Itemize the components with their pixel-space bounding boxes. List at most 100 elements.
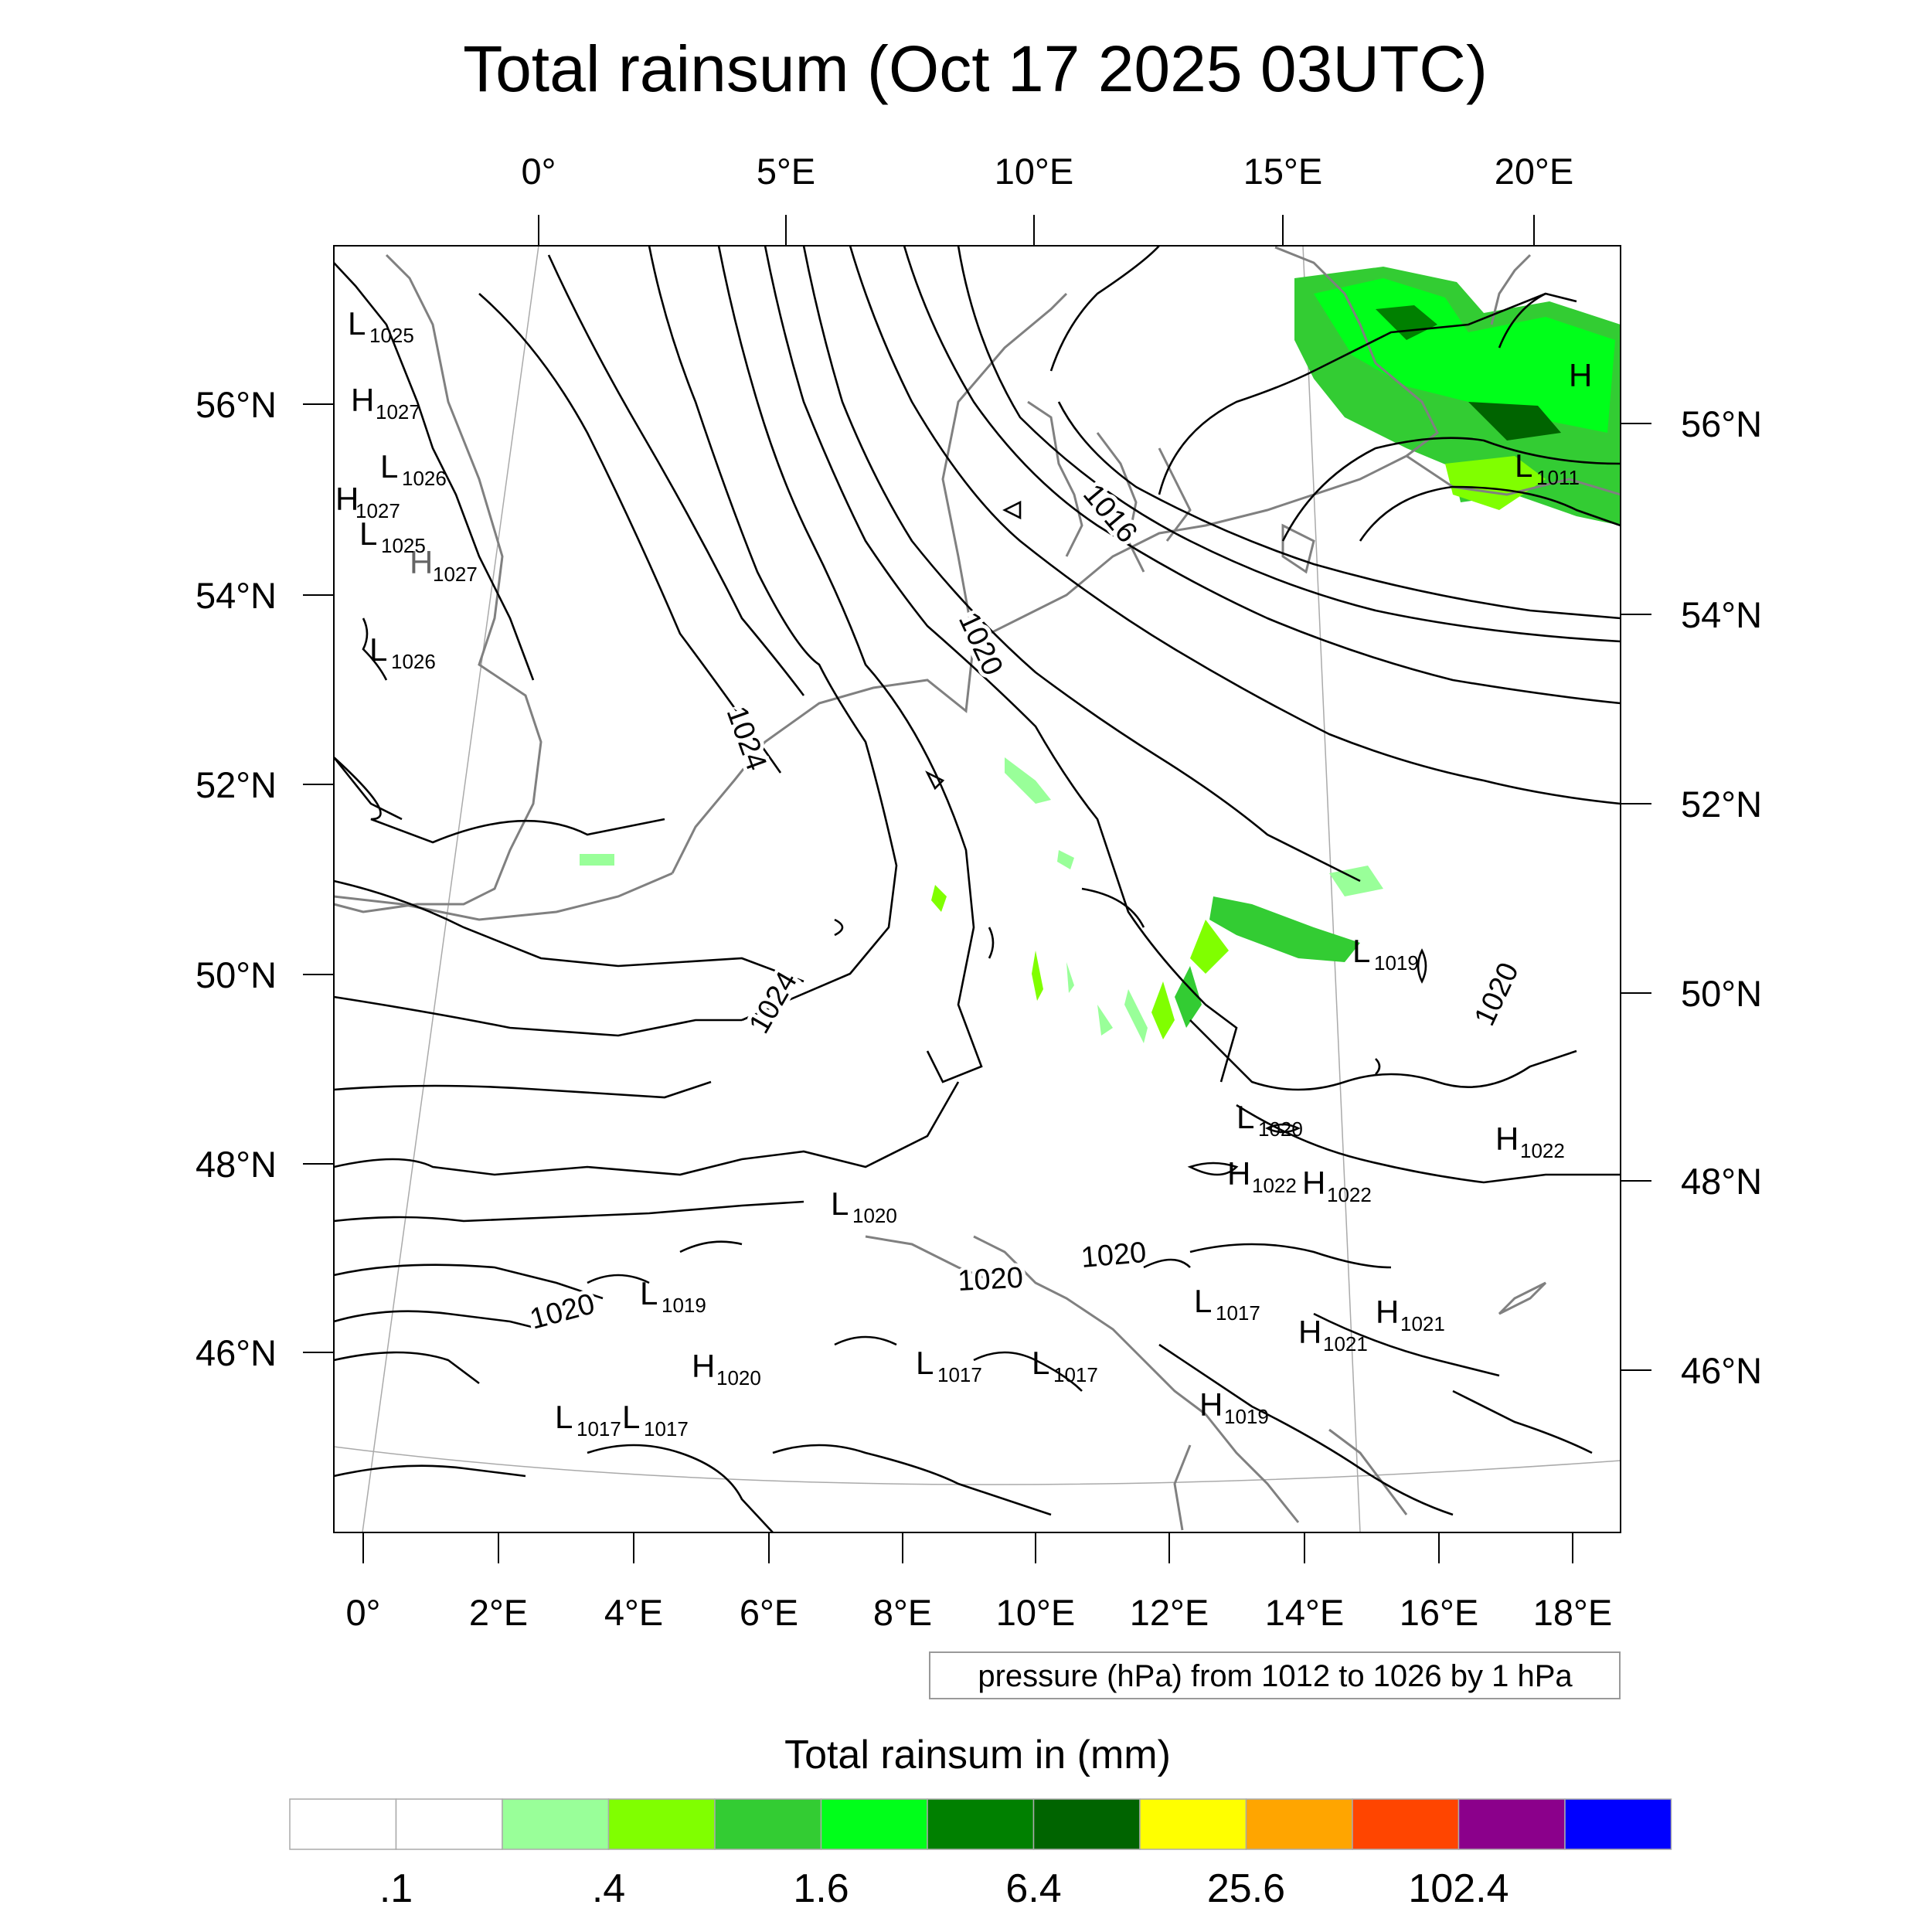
right-axis-label: 54°N [1681, 594, 1762, 635]
right-axis-labels: 56°N 54°N 52°N 50°N 48°N 46°N [1681, 403, 1762, 1391]
left-axis-label: 54°N [196, 575, 277, 616]
svg-text:1022: 1022 [1327, 1183, 1372, 1206]
svg-text:1025: 1025 [381, 534, 426, 557]
colorbar-label: .4 [592, 1866, 625, 1911]
svg-text:H: H [1569, 357, 1592, 393]
colorbar-label: 1.6 [793, 1866, 849, 1911]
colorbar-box [502, 1798, 610, 1850]
map-area: 1024 1020 1016 1024 1020 1020 1020 1020 … [332, 245, 1621, 1533]
left-axis-label: 48°N [196, 1144, 277, 1185]
colorbar-box [1564, 1798, 1672, 1850]
svg-text:L: L [640, 1275, 658, 1311]
colorbar-box [1032, 1798, 1141, 1850]
top-axis-label: 10°E [995, 151, 1073, 192]
svg-text:L: L [916, 1345, 934, 1381]
svg-text:1026: 1026 [391, 650, 436, 673]
svg-text:1019: 1019 [1374, 951, 1419, 975]
svg-text:1019: 1019 [662, 1294, 706, 1317]
pressure-center: L 1017 [1032, 1345, 1098, 1386]
svg-text:H: H [1376, 1294, 1399, 1330]
bottom-axis-label: 4°E [604, 1592, 663, 1633]
right-axis-label: 50°N [1681, 973, 1762, 1014]
svg-text:1017: 1017 [937, 1363, 982, 1386]
pressure-contours [332, 245, 1621, 1533]
rain-bands-poland [1209, 896, 1360, 962]
pressure-center: H 1022 [1302, 1165, 1372, 1206]
svg-text:1020: 1020 [716, 1366, 761, 1389]
bottom-axis-label: 16°E [1400, 1592, 1478, 1633]
pressure-center: H 1022 [1227, 1155, 1297, 1197]
svg-text:1025: 1025 [369, 324, 414, 347]
contour-label: 1020 [1080, 1236, 1148, 1274]
bottom-axis-label: 8°E [873, 1592, 932, 1633]
colorbar-box [289, 1798, 397, 1850]
svg-text:H: H [1495, 1121, 1519, 1157]
pressure-center: L 1017 [622, 1399, 689, 1440]
left-axis-labels: 56°N 54°N 52°N 50°N 48°N 46°N [196, 384, 277, 1373]
colorbar-box [820, 1798, 928, 1850]
svg-text:1022: 1022 [1520, 1139, 1565, 1162]
contour-label: 1020 [957, 1262, 1024, 1298]
right-axis-label: 56°N [1681, 403, 1762, 444]
top-axis-label: 5°E [757, 151, 815, 192]
right-axis-label: 48°N [1681, 1161, 1762, 1202]
left-axis-label: 50°N [196, 954, 277, 995]
svg-text:L: L [1236, 1099, 1254, 1135]
pressure-center: H 1021 [1376, 1294, 1445, 1335]
svg-text:1027: 1027 [355, 499, 400, 522]
svg-text:H: H [1199, 1386, 1223, 1423]
pressure-center: L 1026 [380, 448, 447, 490]
svg-text:L: L [348, 305, 366, 342]
top-axis-label: 0° [522, 151, 556, 192]
graticule [333, 245, 1621, 1533]
svg-text:L: L [1194, 1283, 1212, 1319]
colorbar-label: 102.4 [1408, 1866, 1509, 1911]
colorbar-box [395, 1798, 503, 1850]
svg-text:L: L [555, 1399, 573, 1435]
right-axis-label: 46°N [1681, 1350, 1762, 1391]
contour-info-text: pressure (hPa) from 1012 to 1026 by 1 hP… [978, 1659, 1573, 1693]
colorbar-box [1458, 1798, 1566, 1850]
svg-text:L: L [369, 631, 387, 668]
svg-text:H: H [1302, 1165, 1325, 1201]
pressure-center: L 1011 [1515, 447, 1580, 489]
coastlines [333, 246, 1621, 1531]
svg-text:L: L [359, 515, 377, 552]
bottom-axis-label: 12°E [1130, 1592, 1209, 1633]
svg-text:H: H [410, 544, 433, 580]
svg-text:L: L [1515, 447, 1532, 484]
svg-text:1017: 1017 [577, 1417, 621, 1440]
pressure-center: L 1019 [640, 1275, 706, 1317]
svg-text:H: H [1227, 1155, 1250, 1192]
right-axis-label: 52°N [1681, 784, 1762, 825]
colorbar-box [1352, 1798, 1460, 1850]
svg-text:1011: 1011 [1536, 466, 1580, 489]
svg-text:1017: 1017 [1216, 1301, 1260, 1325]
pressure-center: H 1022 [1495, 1121, 1565, 1162]
svg-text:H: H [692, 1348, 715, 1384]
svg-text:H: H [351, 382, 374, 418]
svg-text:H: H [1298, 1314, 1321, 1350]
pressure-center: L 1025 [348, 305, 414, 347]
svg-text:1022: 1022 [1252, 1174, 1297, 1197]
axis-ticks [303, 215, 1651, 1563]
svg-text:1017: 1017 [1053, 1363, 1098, 1386]
left-axis-label: 56°N [196, 384, 277, 425]
top-axis-label: 15°E [1243, 151, 1322, 192]
bottom-axis-label: 10°E [996, 1592, 1075, 1633]
svg-text:1021: 1021 [1323, 1332, 1368, 1355]
svg-text:1027: 1027 [376, 400, 420, 423]
colorbar-boxes [289, 1798, 1672, 1850]
colorbar-box [927, 1798, 1035, 1850]
svg-text:L: L [1032, 1345, 1049, 1381]
bottom-axis-label: 2°E [469, 1592, 528, 1633]
bottom-axis-label: 14°E [1265, 1592, 1344, 1633]
left-axis-label: 52°N [196, 764, 277, 805]
top-axis-label: 20°E [1495, 151, 1573, 192]
contour-info-box: pressure (hPa) from 1012 to 1026 by 1 hP… [929, 1651, 1621, 1699]
pressure-center: H 1021 [1298, 1314, 1368, 1355]
svg-text:H: H [335, 481, 359, 517]
top-axis-labels: 0° 5°E 10°E 15°E 20°E [522, 151, 1574, 192]
